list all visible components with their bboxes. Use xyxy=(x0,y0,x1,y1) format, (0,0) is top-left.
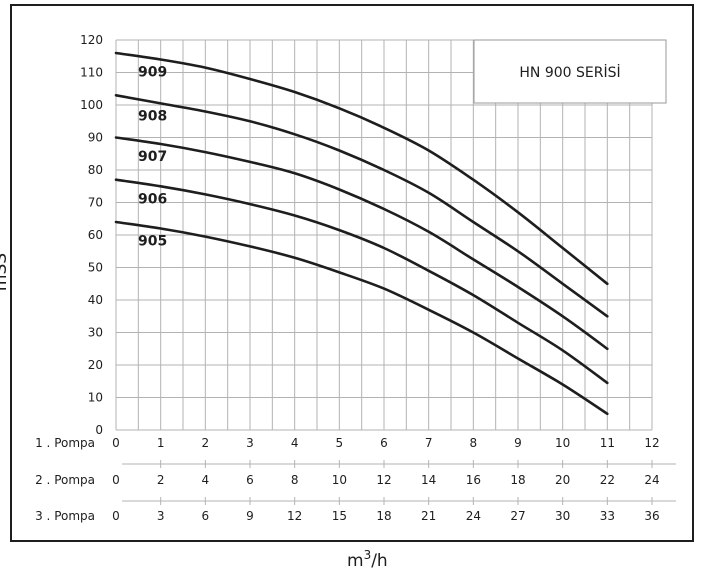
x-tick-label: 24 xyxy=(466,509,481,523)
x-row-label: 1 . Pompa xyxy=(35,436,95,450)
x-tick-label: 0 xyxy=(112,509,120,523)
x-tick-label: 9 xyxy=(246,509,254,523)
curve-label-905: 905 xyxy=(138,234,167,250)
x-tick-label: 5 xyxy=(336,436,344,450)
y-tick-label: 20 xyxy=(88,358,103,372)
x-tick-label: 18 xyxy=(376,509,391,523)
x-row-label: 2 . Pompa xyxy=(35,473,95,487)
x-tick-label: 22 xyxy=(600,473,615,487)
y-tick-label: 60 xyxy=(88,228,103,242)
x-tick-label: 8 xyxy=(291,473,299,487)
x-tick-label: 1 xyxy=(157,436,165,450)
y-tick-label: 100 xyxy=(80,98,103,112)
x-tick-label: 20 xyxy=(555,473,570,487)
x-tick-label: 15 xyxy=(332,509,347,523)
y-tick-label: 90 xyxy=(88,131,103,145)
x-tick-label: 4 xyxy=(291,436,299,450)
x-axis-label-suffix: /h xyxy=(371,551,388,571)
x-axis-label: m3/h xyxy=(347,548,388,571)
x-tick-label: 24 xyxy=(644,473,659,487)
x-tick-label: 4 xyxy=(202,473,210,487)
curve-907 xyxy=(114,136,609,351)
x-tick-label: 6 xyxy=(246,473,254,487)
x-tick-label: 12 xyxy=(376,473,391,487)
curve-909 xyxy=(114,51,609,286)
chart-title: HN 900 SERİSİ xyxy=(519,63,620,81)
curve-label-906: 906 xyxy=(138,191,167,207)
curve-908 xyxy=(114,94,609,318)
curve-905 xyxy=(114,220,609,416)
y-tick-labels: 0 10 20 30 40 50 60 70 80 90 100 110 120 xyxy=(80,33,103,437)
x-tick-label: 11 xyxy=(600,436,615,450)
x-tick-label: 3 xyxy=(246,436,254,450)
y-tick-label: 10 xyxy=(88,391,103,405)
x-tick-label: 2 xyxy=(157,473,165,487)
x-row-label: 3 . Pompa xyxy=(35,509,95,523)
x-tick-label: 16 xyxy=(466,473,481,487)
y-tick-label: 40 xyxy=(88,293,103,307)
x-axis-label-unit: m xyxy=(347,551,364,571)
curve-906 xyxy=(114,178,609,385)
x-tick-label: 3 xyxy=(157,509,165,523)
x-tick-label: 14 xyxy=(421,473,436,487)
curve-label-909: 909 xyxy=(138,65,167,81)
pump-curves xyxy=(114,51,609,416)
x-tick-label: 2 xyxy=(202,436,210,450)
x-tick-label: 27 xyxy=(510,509,525,523)
x-tick-label: 30 xyxy=(555,509,570,523)
curve-labels: 909 908 907 906 905 xyxy=(138,65,167,250)
x-tick-label: 0 xyxy=(112,473,120,487)
x-tick-label: 10 xyxy=(555,436,570,450)
y-tick-label: 50 xyxy=(88,261,103,275)
title-box xyxy=(473,39,667,104)
x-tick-label: 36 xyxy=(644,509,659,523)
x-tick-label: 12 xyxy=(287,509,302,523)
y-tick-label: 80 xyxy=(88,163,103,177)
curve-label-908: 908 xyxy=(138,108,167,124)
y-tick-label: 30 xyxy=(88,326,103,340)
y-tick-label: 110 xyxy=(80,66,103,80)
x-tick-label: 21 xyxy=(421,509,436,523)
x-tick-label: 7 xyxy=(425,436,433,450)
y-tick-label: 120 xyxy=(80,33,103,47)
x-tick-label: 33 xyxy=(600,509,615,523)
x-tick-label: 9 xyxy=(514,436,522,450)
curve-label-907: 907 xyxy=(138,149,167,165)
x-tick-label: 8 xyxy=(470,436,478,450)
y-tick-label: 70 xyxy=(88,196,103,210)
x-tick-label: 10 xyxy=(332,473,347,487)
x-axis-rows: 1 . Pompa 0 1 2 3 4 5 6 7 8 9 10 11 122 . Pompa 0 2 4 6 8 1… xyxy=(35,436,676,523)
y-tick-label: 0 xyxy=(95,423,103,437)
x-tick-label: 12 xyxy=(644,436,659,450)
x-tick-label: 0 xyxy=(112,436,120,450)
y-axis-label: mSS xyxy=(0,253,11,291)
x-axis-label-sup: 3 xyxy=(364,548,372,562)
x-tick-label: 18 xyxy=(510,473,525,487)
x-tick-label: 6 xyxy=(202,509,210,523)
x-tick-label: 6 xyxy=(380,436,388,450)
